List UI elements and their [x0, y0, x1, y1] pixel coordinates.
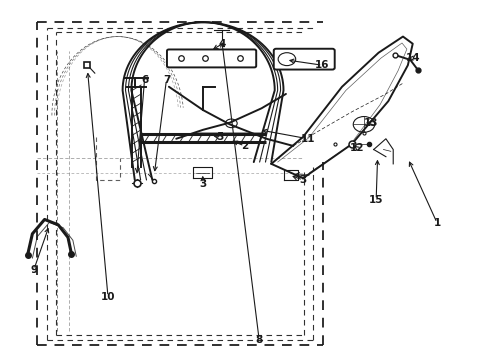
Text: 10: 10: [101, 292, 115, 302]
Text: 8: 8: [255, 334, 262, 345]
Text: 14: 14: [405, 53, 419, 63]
FancyBboxPatch shape: [273, 49, 334, 69]
Text: 3: 3: [299, 175, 306, 185]
Text: 7: 7: [163, 75, 170, 85]
Text: 9: 9: [30, 265, 38, 275]
Text: 16: 16: [315, 60, 329, 70]
Text: 3: 3: [199, 179, 206, 189]
Text: 12: 12: [349, 143, 363, 153]
Text: 15: 15: [368, 195, 383, 205]
Text: 4: 4: [219, 39, 226, 49]
Text: 13: 13: [363, 118, 378, 128]
Text: 11: 11: [300, 134, 314, 144]
Text: 5: 5: [216, 132, 224, 142]
Text: 6: 6: [141, 75, 148, 85]
FancyBboxPatch shape: [166, 49, 256, 67]
Text: 2: 2: [241, 141, 247, 151]
Text: 1: 1: [432, 218, 440, 228]
